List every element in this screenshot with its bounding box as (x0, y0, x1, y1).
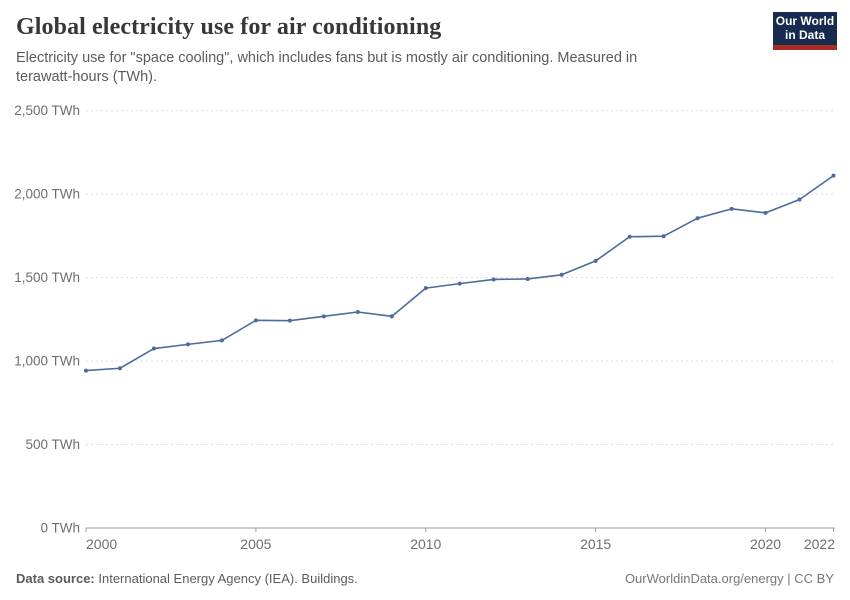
owid-logo-line2: in Data (784, 27, 825, 42)
data-point[interactable] (729, 206, 734, 211)
x-tick-label: 2005 (240, 536, 271, 552)
data-point[interactable] (355, 310, 360, 315)
chart-subtitle: Electricity use for "space cooling", whi… (16, 49, 638, 86)
data-point[interactable] (185, 342, 190, 347)
y-tick-label: 1,000 TWh (14, 354, 80, 369)
data-point[interactable] (831, 173, 836, 178)
y-tick-label: 2,000 TWh (14, 187, 80, 202)
owid-logo-line1: Our World (775, 13, 835, 28)
data-point[interactable] (117, 366, 122, 371)
y-tick-label: 500 TWh (25, 437, 80, 452)
page-title: Global electricity use for air condition… (16, 14, 442, 40)
owid-credit-link[interactable]: OurWorldinData.org/energy | CC BY (624, 571, 834, 586)
chart-footer: Data source: International Energy Agency… (16, 571, 834, 586)
data-point[interactable] (423, 286, 428, 291)
y-tick-label: 1,500 TWh (14, 270, 80, 285)
data-point[interactable] (491, 277, 496, 282)
owid-logo[interactable]: Our World in Data (773, 12, 837, 50)
x-tick-label: 2020 (750, 536, 781, 552)
data-point[interactable] (797, 197, 802, 202)
x-tick-label: 2022 (804, 536, 835, 552)
chart-header: Global electricity use for air condition… (16, 13, 834, 88)
trend-line (85, 174, 834, 372)
data-point[interactable] (559, 272, 564, 277)
data-point[interactable] (627, 234, 632, 239)
data-source-text: International Energy Agency (IEA). Build… (98, 571, 358, 586)
data-point[interactable] (593, 258, 598, 263)
data-point[interactable] (219, 338, 224, 343)
x-tick-label: 2000 (86, 536, 117, 552)
data-point[interactable] (695, 216, 700, 221)
data-point[interactable] (763, 210, 768, 215)
data-point[interactable] (457, 281, 462, 286)
data-point[interactable] (253, 318, 258, 323)
data-point[interactable] (389, 314, 394, 319)
y-tick-label: 0 TWh (40, 521, 80, 536)
x-tick-label: 2010 (410, 536, 441, 552)
data-point[interactable] (321, 314, 326, 319)
y-tick-label: 2,500 TWh (14, 103, 80, 118)
data-point[interactable] (287, 318, 292, 323)
data-point[interactable] (525, 276, 530, 281)
data-point[interactable] (661, 234, 666, 239)
x-tick-label: 2015 (580, 536, 611, 552)
data-point[interactable] (151, 346, 156, 351)
data-source-label: Data source: (16, 571, 95, 586)
data-point[interactable] (84, 368, 88, 373)
data-source: Data source: International Energy Agency… (16, 571, 358, 586)
